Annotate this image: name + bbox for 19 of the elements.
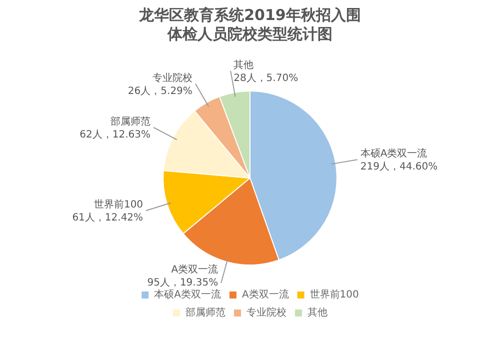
data-label: 95人，19.35%	[147, 278, 218, 289]
legend-label: 本硕A类双一流	[154, 288, 221, 301]
slice-label: A类双一流	[171, 264, 218, 276]
data-label: 26人，5.29%	[128, 86, 192, 97]
data-label: 28人，5.70%	[234, 72, 298, 84]
data-label: 219人，44.60%	[360, 162, 438, 173]
chart-title: 龙华区教育系统2019年秋招入围体检人员院校类型统计图	[138, 6, 362, 44]
slice-label: 其他	[234, 58, 254, 71]
slice-label: 世界前100	[94, 198, 144, 211]
data-label: 62人，12.63%	[80, 129, 151, 140]
legend-label: 专业院校	[246, 306, 286, 319]
legend-label: 其他	[308, 306, 328, 319]
slice-label: 部属师范	[110, 115, 151, 128]
legend-label: 部属师范	[186, 306, 226, 319]
slice-label: 本硕A类双一流	[360, 148, 428, 160]
legend-label: 世界前100	[310, 288, 359, 301]
legend-label: A类双一流	[242, 288, 289, 301]
data-label: 61人，12.42%	[72, 212, 144, 224]
slice-label: 专业院校	[152, 72, 192, 84]
